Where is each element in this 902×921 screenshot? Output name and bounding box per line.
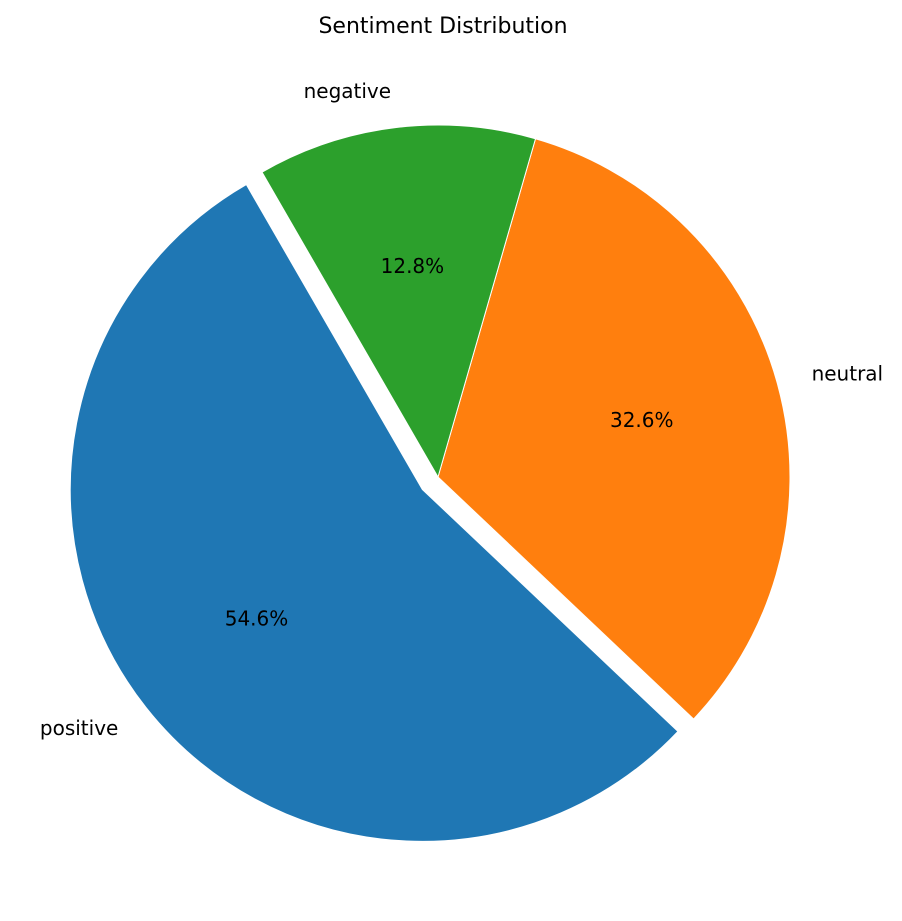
slice-percent-negative: 12.8%: [381, 254, 445, 278]
slice-percent-positive: 54.6%: [225, 607, 289, 631]
slice-percent-neutral: 32.6%: [610, 408, 674, 432]
pie-slices: [69, 124, 791, 842]
chart-title: Sentiment Distribution: [318, 14, 567, 39]
pie-labels: positive 54.6% neutral 32.6% negative 12.8%: [40, 79, 883, 740]
pie-slice-negative: [261, 124, 537, 479]
slice-label-negative: negative: [304, 79, 391, 103]
slice-label-neutral: neutral: [812, 362, 884, 386]
pie-slice-positive: [69, 183, 679, 842]
pie-slice-neutral: [437, 138, 791, 720]
slice-label-positive: positive: [40, 716, 118, 740]
